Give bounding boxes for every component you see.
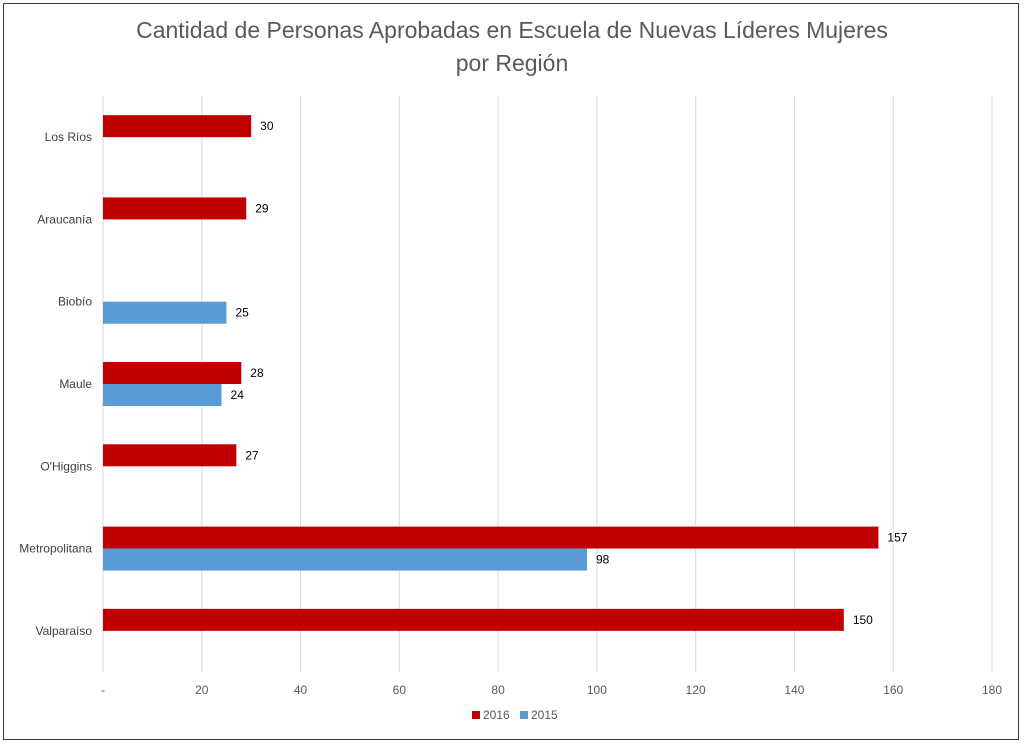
legend-label: 2016 [483,708,510,722]
data-label: 30 [260,119,274,133]
data-label: 24 [231,388,245,402]
x-tick-label: - [101,683,105,697]
bar-2016 [103,115,252,138]
x-tick-label: 180 [982,683,1002,697]
category-label: O'Higgins [40,459,92,473]
data-label: 27 [245,448,259,462]
chart-title-line-2: por Región [455,50,569,76]
x-tick-label: 20 [195,683,209,697]
legend-swatch-2016 [472,711,480,719]
data-label: 98 [596,553,610,567]
data-label: 25 [235,306,249,320]
legend-swatch-2015 [520,711,528,719]
legend-label: 2015 [531,708,558,722]
category-label: Biobío [58,295,92,309]
chart-title-line-1: Cantidad de Personas Aprobadas en Escuel… [136,17,888,43]
bar-2015 [103,301,227,324]
bar-2015 [103,548,588,571]
x-tick-label: 40 [294,683,308,697]
category-label: Metropolitana [19,542,92,556]
bar-2016 [103,362,242,384]
category-label: Valparaíso [36,624,93,638]
bar-2016 [103,526,879,549]
x-tick-label: 60 [393,683,407,697]
x-tick-label: 160 [883,683,903,697]
category-label: Araucanía [37,212,92,226]
x-tick-label: 140 [784,683,804,697]
x-tick-label: 80 [491,683,505,697]
category-label: Maule [59,377,92,391]
data-label: 29 [255,201,269,215]
bar-2016 [103,444,237,467]
bar-2015 [103,384,222,406]
category-label: Los Ríos [45,130,92,144]
bar-2016 [103,197,247,220]
x-tick-label: 100 [587,683,607,697]
data-label: 150 [853,613,873,627]
data-label: 157 [887,531,907,545]
chart-title: Cantidad de Personas Aprobadas en Escuel… [0,14,1024,80]
bar-2016 [103,608,844,631]
x-tick-label: 120 [686,683,706,697]
data-label: 28 [250,366,264,380]
